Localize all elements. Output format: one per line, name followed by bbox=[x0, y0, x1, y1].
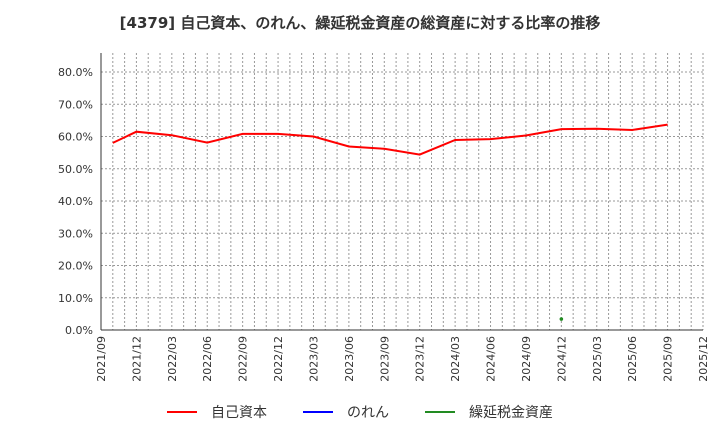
y-tick-label: 40.0% bbox=[58, 195, 93, 208]
x-tick-label: 2021/12 bbox=[130, 336, 143, 382]
legend-label-goodwill: のれん bbox=[347, 405, 389, 421]
x-tick-label: 2024/06 bbox=[485, 336, 498, 382]
chart-legend: 自己資本 のれん 繰延税金資産 bbox=[0, 402, 720, 422]
x-tick-label: 2022/06 bbox=[201, 336, 214, 382]
x-tick-label: 2022/09 bbox=[237, 336, 250, 382]
x-tick-label: 2025/12 bbox=[697, 336, 710, 382]
x-tick-label: 2023/09 bbox=[378, 336, 391, 382]
series-line bbox=[112, 123, 668, 156]
y-tick-label: 80.0% bbox=[58, 66, 93, 79]
line-chart: 0.0% 10.0% 20.0% 30.0% 40.0% 50.0% 60.0% 70.0% 8… bbox=[58, 53, 710, 382]
data-point bbox=[559, 317, 564, 321]
x-tick-label: 2022/03 bbox=[166, 336, 179, 382]
x-tick-label: 2023/03 bbox=[307, 336, 320, 382]
x-tick-label: 2024/03 bbox=[449, 336, 462, 382]
x-tick-label: 2023/12 bbox=[414, 336, 427, 382]
y-tick-label: 50.0% bbox=[58, 163, 93, 176]
legend-swatch-dta bbox=[425, 411, 455, 413]
legend-label-dta: 繰延税金資産 bbox=[469, 405, 553, 421]
y-tick-label: 30.0% bbox=[58, 227, 93, 240]
legend-item-dta: 繰延税金資産 bbox=[425, 402, 553, 422]
y-tick-label: 70.0% bbox=[58, 98, 93, 111]
x-tick-label: 2021/09 bbox=[95, 336, 108, 382]
x-tick-label: 2025/03 bbox=[591, 336, 604, 382]
chart-title: [4379] 自己資本、のれん、繰延税金資産の総資産に対する比率の推移 bbox=[119, 14, 601, 32]
legend-item-equity: 自己資本 bbox=[167, 402, 267, 422]
x-tick-label: 2025/09 bbox=[662, 336, 675, 382]
x-tick-label: 2024/12 bbox=[555, 336, 568, 382]
x-tick-label: 2024/09 bbox=[520, 336, 533, 382]
y-tick-label: 60.0% bbox=[58, 131, 93, 144]
legend-swatch-equity bbox=[167, 411, 197, 413]
x-tick-label: 2025/06 bbox=[626, 336, 639, 382]
legend-swatch-goodwill bbox=[303, 411, 333, 413]
x-tick-label: 2022/12 bbox=[272, 336, 285, 382]
legend-label-equity: 自己資本 bbox=[211, 405, 267, 421]
legend-item-goodwill: のれん bbox=[303, 402, 389, 422]
y-tick-label: 10.0% bbox=[58, 292, 93, 305]
y-tick-label: 0.0% bbox=[65, 324, 93, 337]
x-tick-label: 2023/06 bbox=[343, 336, 356, 382]
y-tick-label: 20.0% bbox=[58, 260, 93, 273]
